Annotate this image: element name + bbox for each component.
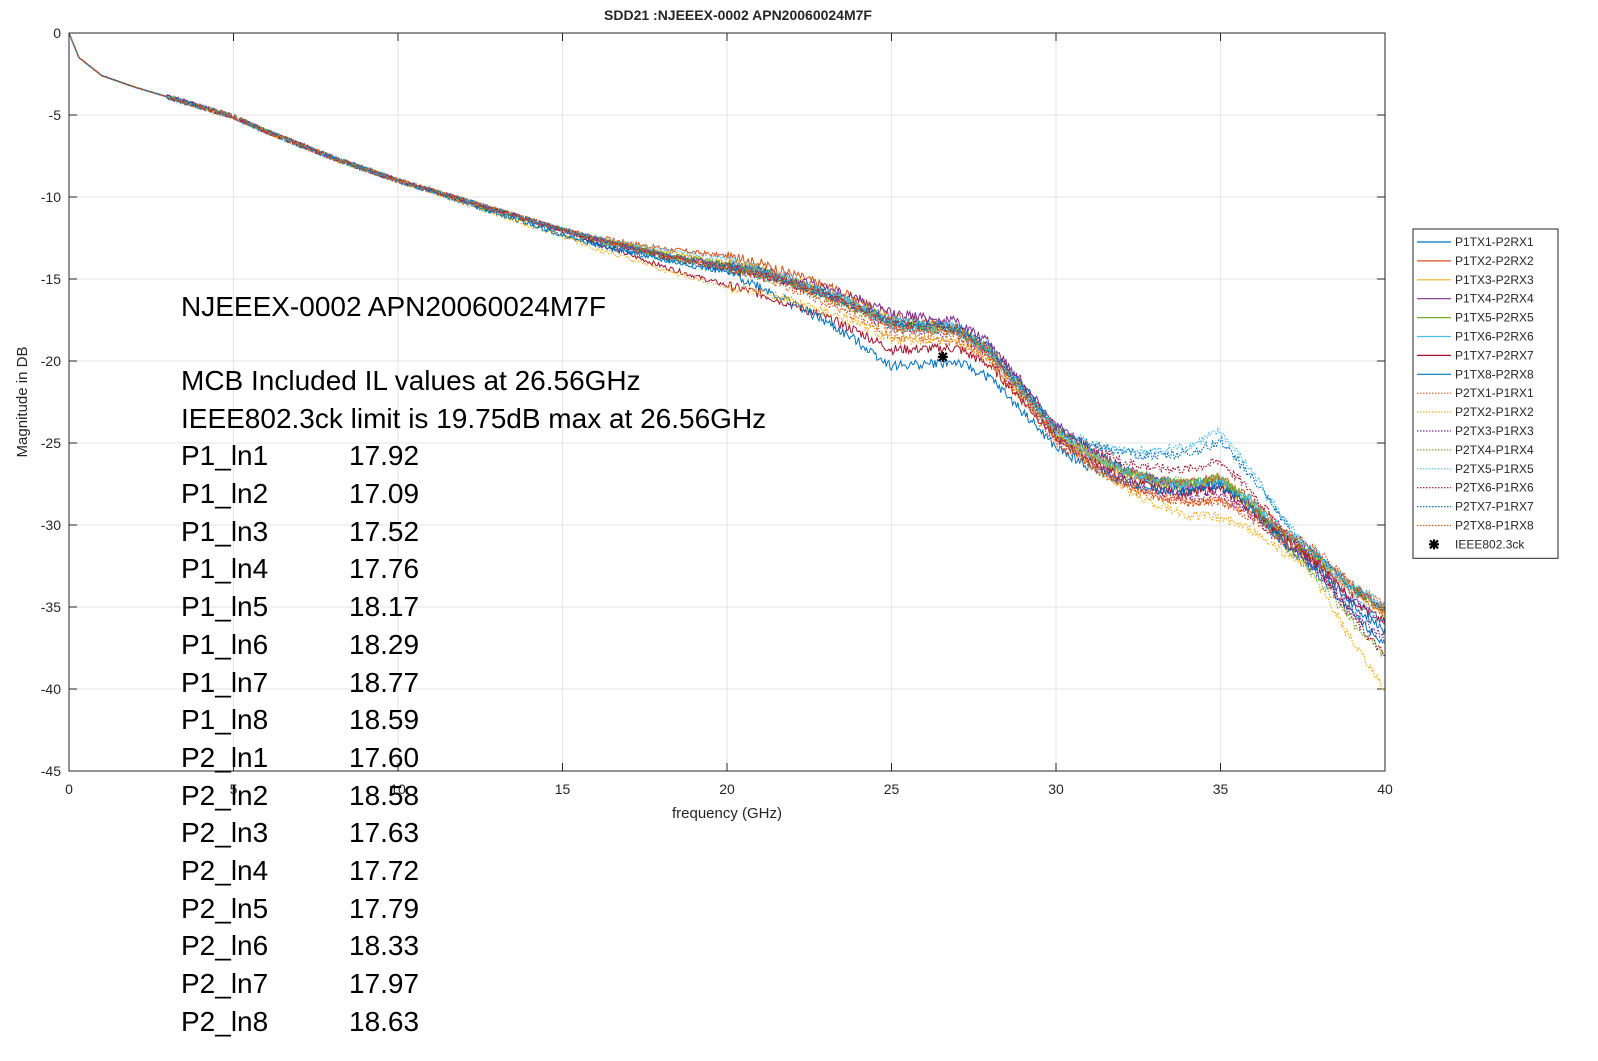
lane-name: P1_ln7 xyxy=(181,664,349,702)
lane-il-value: 17.76 xyxy=(349,550,419,588)
lane-row: P2_ln5 17.79 xyxy=(181,890,766,928)
lane-row: P2_ln2 18.58 xyxy=(181,777,766,815)
y-tick-label: -20 xyxy=(41,353,61,369)
lane-il-value: 17.52 xyxy=(349,513,419,551)
lane-il-value: 17.92 xyxy=(349,437,419,475)
y-tick-labels: 0 -5 -10 -15 -20 -25 -30 -35 -40 -45 xyxy=(41,25,61,779)
legend-entry: P1TX1-P2RX1 xyxy=(1455,235,1534,249)
lane-row: P2_ln3 17.63 xyxy=(181,814,766,852)
y-tick-label: -15 xyxy=(41,271,61,287)
marker-layer xyxy=(938,352,948,362)
lane-il-value: 18.63 xyxy=(349,1003,419,1041)
lane-name: P1_ln3 xyxy=(181,513,349,551)
lane-row: P2_ln8 18.63 xyxy=(181,1003,766,1041)
annotation-line-1: MCB Included IL values at 26.56GHz xyxy=(181,362,766,400)
legend-entry: P1TX7-P2RX7 xyxy=(1455,348,1534,362)
lane-il-value: 18.58 xyxy=(349,777,419,815)
lane-name: P1_ln1 xyxy=(181,437,349,475)
lane-name: P2_ln3 xyxy=(181,814,349,852)
lane-name: P2_ln1 xyxy=(181,739,349,777)
y-tick-label: -10 xyxy=(41,189,61,205)
lane-name: P2_ln6 xyxy=(181,927,349,965)
lane-row: P1_ln1 17.92 xyxy=(181,437,766,475)
lane-row: P2_ln4 17.72 xyxy=(181,852,766,890)
legend: P1TX1-P2RX1 P1TX2-P2RX2 P1TX3-P2RX3 P1TX4-P… xyxy=(1413,229,1558,558)
y-axis-label: Magnitude in DB xyxy=(14,347,31,458)
lane-row: P1_ln5 18.17 xyxy=(181,588,766,626)
lane-row: P1_ln6 18.29 xyxy=(181,626,766,664)
lane-row: P2_ln7 17.97 xyxy=(181,965,766,1003)
x-tick-label: 40 xyxy=(1377,781,1393,797)
lane-il-value: 17.79 xyxy=(349,890,419,928)
annotation-heading: NJEEEX-0002 APN20060024M7F xyxy=(181,292,766,322)
lane-row: P2_ln1 17.60 xyxy=(181,739,766,777)
lane-name: P1_ln6 xyxy=(181,626,349,664)
lane-il-value: 17.09 xyxy=(349,475,419,513)
ieee-limit-marker xyxy=(938,352,948,362)
legend-entry: IEEE802.3ck xyxy=(1455,537,1525,551)
lane-row: P1_ln8 18.59 xyxy=(181,701,766,739)
legend-entry: P2TX8-P1RX8 xyxy=(1455,519,1534,533)
x-tick-label: 25 xyxy=(884,781,900,797)
chart-title: SDD21 :NJEEEX-0002 APN20060024M7F xyxy=(604,7,872,23)
lane-name: P2_ln7 xyxy=(181,965,349,1003)
lane-name: P2_ln5 xyxy=(181,890,349,928)
lane-name: P1_ln5 xyxy=(181,588,349,626)
legend-entry: P1TX8-P2RX8 xyxy=(1455,367,1534,381)
lane-name: P1_ln2 xyxy=(181,475,349,513)
x-tick-label: 35 xyxy=(1213,781,1229,797)
lane-name: P2_ln4 xyxy=(181,852,349,890)
lane-il-value: 17.97 xyxy=(349,965,419,1003)
lane-name: P1_ln4 xyxy=(181,550,349,588)
legend-entry: P2TX5-P1RX5 xyxy=(1455,462,1534,476)
lane-row: P1_ln7 18.77 xyxy=(181,664,766,702)
legend-entry: P2TX7-P1RX7 xyxy=(1455,500,1534,514)
y-tick-label: 0 xyxy=(53,25,61,41)
lane-il-value: 17.72 xyxy=(349,852,419,890)
annotation-block: NJEEEX-0002 APN20060024M7F MCB Included … xyxy=(181,292,766,1040)
lane-name: P2_ln8 xyxy=(181,1003,349,1041)
x-tick-label: 30 xyxy=(1048,781,1064,797)
annotation-line-2: IEEE802.3ck limit is 19.75dB max at 26.5… xyxy=(181,400,766,438)
legend-marker-icon xyxy=(1429,539,1439,549)
legend-entry: P1TX4-P2RX4 xyxy=(1455,292,1534,306)
lane-row: P1_ln3 17.52 xyxy=(181,513,766,551)
legend-entry: P2TX3-P1RX3 xyxy=(1455,424,1534,438)
lane-il-value: 17.60 xyxy=(349,739,419,777)
legend-entry: P2TX2-P1RX2 xyxy=(1455,405,1534,419)
legend-entry: P1TX5-P2RX5 xyxy=(1455,311,1534,325)
lane-value-table: P1_ln1 17.92 P1_ln2 17.09 P1_ln3 17.52 P1_ln4 1… xyxy=(181,437,766,1040)
y-tick-label: -25 xyxy=(41,435,61,451)
lane-il-value: 18.59 xyxy=(349,701,419,739)
lane-name: P2_ln2 xyxy=(181,777,349,815)
lane-il-value: 18.29 xyxy=(349,626,419,664)
y-tick-label: -40 xyxy=(41,681,61,697)
y-tick-label: -35 xyxy=(41,599,61,615)
legend-entry: P2TX4-P1RX4 xyxy=(1455,443,1534,457)
legend-entry: P1TX3-P2RX3 xyxy=(1455,273,1534,287)
lane-row: P1_ln2 17.09 xyxy=(181,475,766,513)
lane-il-value: 17.63 xyxy=(349,814,419,852)
legend-entry: P1TX2-P2RX2 xyxy=(1455,254,1534,268)
lane-name: P1_ln8 xyxy=(181,701,349,739)
legend-entry: P2TX6-P1RX6 xyxy=(1455,481,1534,495)
lane-row: P2_ln6 18.33 xyxy=(181,927,766,965)
legend-entry: P2TX1-P1RX1 xyxy=(1455,386,1534,400)
lane-il-value: 18.33 xyxy=(349,927,419,965)
y-tick-label: -5 xyxy=(49,107,62,123)
lane-il-value: 18.17 xyxy=(349,588,419,626)
legend-entry: P1TX6-P2RX6 xyxy=(1455,330,1534,344)
y-tick-label: -45 xyxy=(41,763,61,779)
lane-il-value: 18.77 xyxy=(349,664,419,702)
x-tick-label: 0 xyxy=(65,781,73,797)
y-tick-label: -30 xyxy=(41,517,61,533)
lane-row: P1_ln4 17.76 xyxy=(181,550,766,588)
